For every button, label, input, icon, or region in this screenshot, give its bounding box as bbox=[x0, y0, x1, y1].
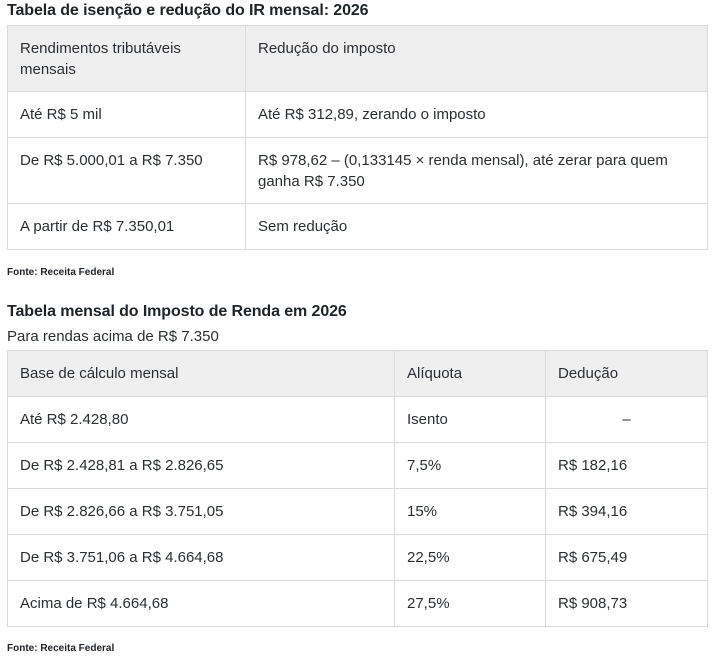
table-cell: Até R$ 2.428,80 bbox=[7, 396, 395, 443]
table-cell: Isento bbox=[394, 396, 546, 443]
table-cell: R$ 182,16 bbox=[545, 442, 708, 489]
table-cell: R$ 978,62 – (0,133145 × renda mensal), a… bbox=[245, 137, 708, 204]
table-cell: Acima de R$ 4.664,68 bbox=[7, 580, 395, 627]
table2-title: Tabela mensal do Imposto de Renda em 202… bbox=[7, 303, 347, 320]
table-row: De R$ 3.751,06 a R$ 4.664,68 22,5% R$ 67… bbox=[7, 534, 708, 581]
source-note: Fonte: Receita Federal bbox=[7, 643, 115, 654]
table-row: Até R$ 5 mil Até R$ 312,89, zerando o im… bbox=[7, 91, 708, 138]
table-cell: R$ 675,49 bbox=[545, 534, 708, 581]
table-row: De R$ 2.428,81 a R$ 2.826,65 7,5% R$ 182… bbox=[7, 442, 708, 489]
income-tax-table: Base de cálculo mensal Alíquota Dedução … bbox=[7, 350, 708, 627]
header-cell: Rendimentos tributáveis mensais bbox=[7, 25, 246, 92]
header-cell: Base de cálculo mensal bbox=[7, 350, 395, 397]
table-cell: 15% bbox=[394, 488, 546, 535]
table-cell: De R$ 2.428,81 a R$ 2.826,65 bbox=[7, 442, 395, 489]
table-row: Até R$ 2.428,80 Isento – bbox=[7, 396, 708, 443]
table-cell: A partir de R$ 7.350,01 bbox=[7, 203, 246, 250]
table-cell: Sem redução bbox=[245, 203, 708, 250]
table-header-row: Base de cálculo mensal Alíquota Dedução bbox=[7, 350, 708, 397]
header-cell: Redução do imposto bbox=[245, 25, 708, 92]
exemption-table: Rendimentos tributáveis mensais Redução … bbox=[7, 25, 708, 250]
table-cell: 27,5% bbox=[394, 580, 546, 627]
table-cell: Até R$ 312,89, zerando o imposto bbox=[245, 91, 708, 138]
source-note: Fonte: Receita Federal bbox=[7, 267, 115, 278]
table-row: De R$ 2.826,66 a R$ 3.751,05 15% R$ 394,… bbox=[7, 488, 708, 535]
table-cell: 22,5% bbox=[394, 534, 546, 581]
table-row: De R$ 5.000,01 a R$ 7.350 R$ 978,62 – (0… bbox=[7, 137, 708, 204]
table-row: Acima de R$ 4.664,68 27,5% R$ 908,73 bbox=[7, 580, 708, 627]
table1-title: Tabela de isenção e redução do IR mensal… bbox=[7, 2, 369, 19]
table-cell: De R$ 3.751,06 a R$ 4.664,68 bbox=[7, 534, 395, 581]
table-cell: R$ 394,16 bbox=[545, 488, 708, 535]
table-header-row: Rendimentos tributáveis mensais Redução … bbox=[7, 25, 708, 92]
table-cell: – bbox=[545, 396, 708, 443]
table-cell: 7,5% bbox=[394, 442, 546, 489]
table-cell: R$ 908,73 bbox=[545, 580, 708, 627]
table-cell: De R$ 2.826,66 a R$ 3.751,05 bbox=[7, 488, 395, 535]
table-cell: De R$ 5.000,01 a R$ 7.350 bbox=[7, 137, 246, 204]
table-cell: Até R$ 5 mil bbox=[7, 91, 246, 138]
table2-subtitle: Para rendas acima de R$ 7.350 bbox=[7, 328, 219, 345]
header-cell: Alíquota bbox=[394, 350, 546, 397]
header-cell: Dedução bbox=[545, 350, 708, 397]
table-row: A partir de R$ 7.350,01 Sem redução bbox=[7, 203, 708, 250]
